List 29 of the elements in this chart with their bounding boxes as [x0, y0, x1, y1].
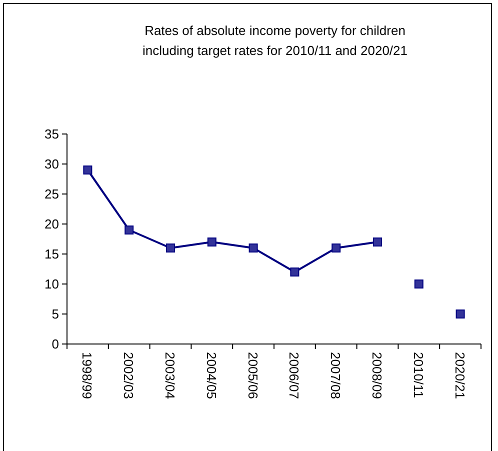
- x-tick-label: 2002/03: [121, 352, 136, 399]
- x-tick-label: 2006/07: [286, 352, 302, 399]
- point: [456, 310, 465, 318]
- point: [332, 244, 341, 252]
- x-tick-label: 2008/09: [370, 352, 384, 399]
- x-tick-label: 1998/99: [80, 352, 95, 399]
- x-tick-label: 2004/05: [204, 352, 219, 399]
- point: [290, 268, 300, 276]
- y-tick-label: 25: [44, 186, 59, 202]
- point: [414, 280, 424, 288]
- y-tick-label: 15: [44, 246, 59, 262]
- point: [124, 226, 134, 234]
- point: [248, 244, 258, 252]
- y-tick-label: 0: [52, 336, 59, 352]
- y-tick-label: 30: [44, 156, 59, 172]
- chart-title: Rates of absolute income poverty for children including target rates for 2010/11 and 2020/21: [142, 23, 408, 58]
- y-tick-label: 5: [52, 306, 59, 322]
- x-tick-label: 2020/21: [452, 352, 468, 399]
- x-tick-label: 2003/04: [162, 352, 178, 399]
- point: [83, 166, 92, 174]
- x-tick-label: 2010/11: [410, 352, 426, 398]
- point: [166, 244, 175, 252]
- x-tick-label: 2007/08: [328, 352, 344, 399]
- y-tick-label: 20: [44, 216, 59, 232]
- point: [207, 238, 216, 246]
- x-tick-label: 2005/06: [245, 352, 260, 399]
- point: [373, 238, 382, 246]
- y-tick-label: 10: [44, 276, 59, 292]
- y-tick-label: 35: [44, 126, 59, 142]
